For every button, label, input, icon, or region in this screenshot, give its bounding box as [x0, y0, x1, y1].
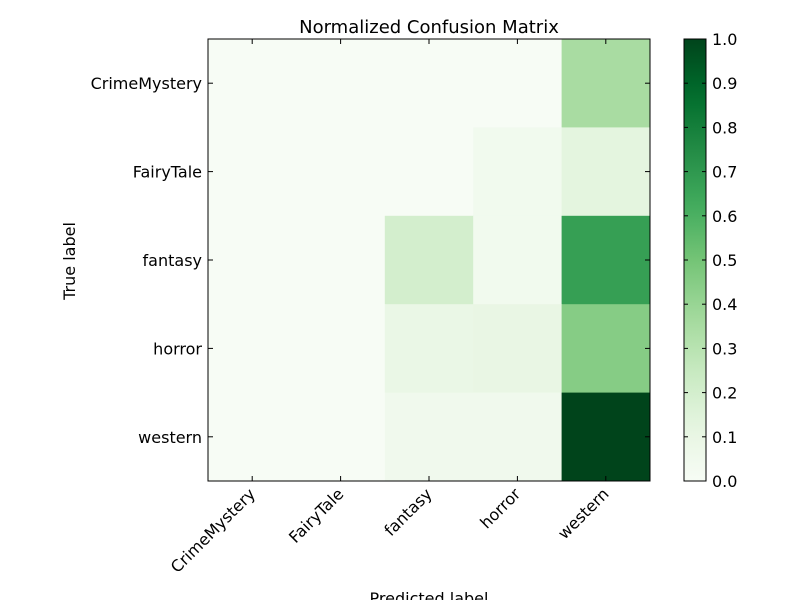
heatmap-cell [561, 127, 651, 217]
heatmap-cell [296, 127, 386, 217]
heatmap-cell [384, 392, 474, 482]
colorbar-tick-label: 0.3 [712, 339, 737, 358]
heatmap-cell [473, 39, 563, 128]
heatmap-cell [384, 39, 474, 128]
y-tick-label: western [138, 428, 202, 447]
x-tick-label: horror [476, 484, 524, 532]
colorbar-ticks: 0.0 0.1 0.2 0.3 0.4 0.5 0.6 0.7 0.8 0.9 1.0 [684, 30, 737, 491]
heatmap-cell [473, 127, 563, 217]
y-tick-label: FairyTale [133, 163, 202, 182]
colorbar-tick-label: 1.0 [712, 30, 737, 49]
heatmap-cells [208, 39, 651, 482]
heatmap-cell [384, 127, 474, 217]
heatmap-cell [208, 127, 297, 217]
colorbar-tick-label: 0.2 [712, 384, 737, 403]
heatmap-cell [296, 39, 386, 128]
colorbar-tick-label: 0.5 [712, 251, 737, 270]
colorbar-tick-label: 0.0 [712, 472, 737, 491]
axis-ticks [208, 39, 650, 481]
heatmap-cell [208, 39, 297, 128]
heatmap-cell [296, 215, 386, 305]
colorbar-tick-label: 0.9 [712, 74, 737, 93]
x-tick-label: CrimeMystery [167, 484, 259, 576]
x-tick-label: western [554, 484, 613, 543]
colorbar-tick-label: 0.8 [712, 118, 737, 137]
y-tick-label: CrimeMystery [91, 74, 202, 93]
colorbar-tick-label: 0.1 [712, 428, 737, 447]
heatmap-cell [208, 304, 297, 394]
heatmap-cell [208, 392, 297, 482]
heatmap-cell [296, 304, 386, 394]
colorbar-tick-label: 0.4 [712, 295, 737, 314]
y-tick-labels: CrimeMystery FairyTale fantasy horror wester… [91, 74, 203, 447]
x-tick-labels: CrimeMystery FairyTale fantasy horror wester… [167, 484, 613, 577]
heatmap-cell [473, 304, 563, 394]
x-tick-label: FairyTale [285, 484, 347, 546]
heatmap-cell [296, 392, 386, 482]
heatmap-cell [208, 215, 297, 305]
heatmap-cell [473, 215, 563, 305]
heatmap-cell [561, 215, 651, 305]
x-axis-label: Predicted label [370, 589, 489, 600]
x-tick-label: fantasy [380, 484, 435, 539]
heatmap-cell [473, 392, 563, 482]
heatmap-cell [561, 304, 651, 394]
heatmap-cell [561, 39, 651, 128]
y-axis-label: True label [60, 222, 79, 301]
y-tick-label: horror [153, 339, 202, 358]
chart-title: Normalized Confusion Matrix [299, 17, 559, 38]
y-tick-label: fantasy [143, 251, 202, 270]
heatmap-cell [561, 392, 651, 482]
heatmap-cell [384, 304, 474, 394]
heatmap-cell [384, 215, 474, 305]
colorbar-tick-label: 0.7 [712, 163, 737, 182]
colorbar-tick-label: 0.6 [712, 207, 737, 226]
